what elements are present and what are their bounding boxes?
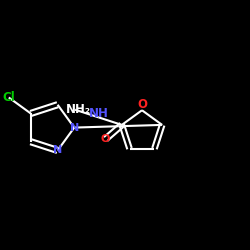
Text: O: O xyxy=(101,134,110,144)
Text: O: O xyxy=(137,98,147,111)
Text: N: N xyxy=(53,146,62,156)
Text: Cl: Cl xyxy=(2,91,15,104)
Text: NH₂: NH₂ xyxy=(66,103,91,116)
Text: N: N xyxy=(70,122,79,132)
Text: NH: NH xyxy=(88,107,108,120)
